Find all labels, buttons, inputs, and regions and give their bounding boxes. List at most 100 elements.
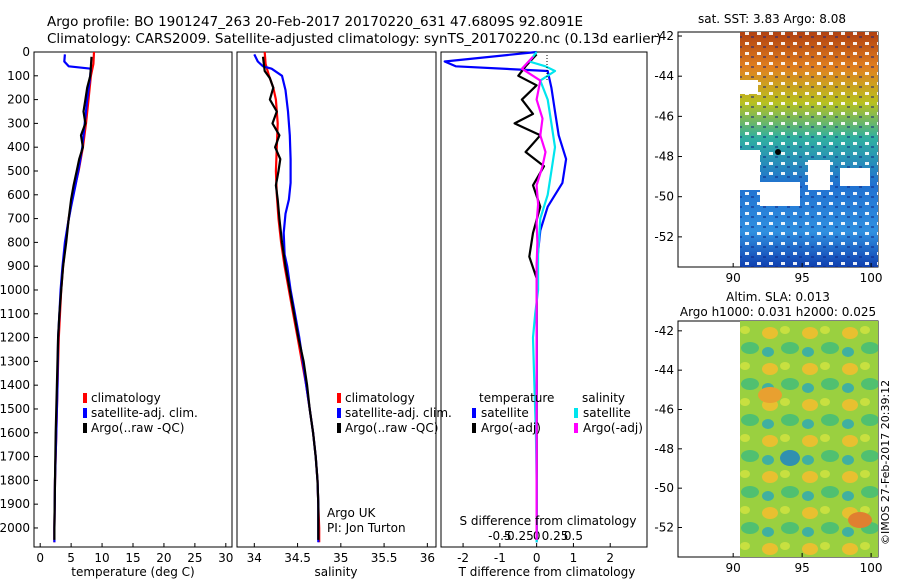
temperature-xlabel: temperature (deg C) [71,565,194,579]
series-line-temperature-argo-adj- [513,53,546,540]
x-tick-label: 5 [67,551,75,565]
y-tick-label: 1500 [0,402,30,416]
y-tick-label: 200 [7,93,30,107]
header-line-2: Climatology: CARS2009. Satellite-adjuste… [47,31,661,47]
argo-position-marker [775,149,781,155]
imos-credit: ©IMOS 27-Feb-2017 20:39:12 [879,380,892,545]
header-line-1: Argo profile: BO 1901247_263 20-Feb-2017… [47,14,583,30]
t-difference-x-axis: -2 -1 0 1 2 [457,543,614,565]
x-tick-label: 34 [247,551,262,565]
sst-map-title: sat. SST: 3.83 Argo: 8.08 [698,12,846,26]
s-difference-label: S difference from climatology [460,514,637,528]
x-tick-label: 0 [36,551,44,565]
argo-uk-label: Argo UK [327,506,376,520]
x-tick-label: 20 [156,551,171,565]
sst-cloud-gap [840,168,870,186]
x-tick-label: 1 [570,551,578,565]
series-line-salinity-argo-adj- [520,56,547,540]
y-tick-label: 400 [7,140,30,154]
legend-label-satellite: satellite-adj. clim. [91,406,198,420]
map-y-tick-label: -42 [654,29,674,43]
x-tick-label: 2 [606,551,614,565]
legend-swatch-satellite [83,408,87,418]
y-tick-label: 300 [7,116,30,130]
legend-label-temp-argo: Argo(-adj) [481,421,541,435]
legend-label-argo: Argo(..raw -QC) [345,421,438,435]
y-tick-label: 900 [7,259,30,273]
map-y-tick-label: -48 [654,442,674,456]
legend-swatch-sal-satellite [574,408,578,418]
legend-swatch-argo [83,423,87,433]
y-tick-label: 1000 [0,283,30,297]
sst-cloud-gap [760,182,800,206]
y-tick-label: 800 [7,235,30,249]
map-y-tick-label: -50 [654,481,674,495]
map-y-tick-label: -44 [654,363,674,377]
temperature-panel: 0100200300400500600700800900100011001200… [0,45,233,579]
legend-swatch-climatology [337,393,341,403]
depth-axis: 0 100 200 300 400 500 600 700 800 900 1000 1100 1200… [0,45,38,535]
legend-header-salinity: salinity [582,391,625,405]
map-y-tick-label: -50 [654,190,674,204]
temperature-x-axis: 0 5 10 15 20 25 30 [36,543,233,565]
series-line-argo-raw-qc- [53,56,93,540]
x-tick-label: 36 [420,551,435,565]
salinity-x-axis: 34 34.5 35 35.5 36 [247,543,435,565]
legend-label-sal-argo: Argo(-adj) [583,421,643,435]
map-y-tick-label: -46 [654,403,674,417]
salinity-legend: climatology satellite-adj. clim. Argo(..… [337,391,452,435]
legend-label-climatology: climatology [345,391,415,405]
sst-cloud-gap [808,160,830,190]
legend-swatch-argo [337,423,341,433]
x-tick-label: 34.5 [284,551,311,565]
y-tick-label: 100 [7,69,30,83]
y-tick-label: 700 [7,212,30,226]
legend-header-temperature: temperature [479,391,554,405]
y-tick-label: 1800 [0,473,30,487]
y-tick-label: 600 [7,188,30,202]
sla-high-anomaly [848,512,872,528]
difference-legend: temperature salinity satellite Argo(-adj… [472,391,643,435]
difference-lines [443,50,568,543]
y-tick-label: 2000 [0,521,30,535]
map-y-tick-label: -52 [654,521,674,535]
temperature-axes-frame [33,51,233,548]
s-tick-label: 0.5 [564,529,583,543]
x-tick-label: 25 [187,551,202,565]
salinity-panel: 34 34.5 35 35.5 36 salinity climatology sate… [236,51,452,579]
y-tick-label: 1400 [0,378,30,392]
salinity-axes-frame [236,51,437,548]
s-tick-label: -0.25 [503,529,534,543]
sst-map-axes: 90 95 100 -42 -44 -46 -48 -50 -52 [654,29,882,285]
s-tick-label: 0.25 [542,529,569,543]
x-tick-label: 0 [533,551,541,565]
map-x-tick-label: 90 [726,561,741,575]
s-tick-label: -0.5 [488,529,511,543]
y-tick-label: 1700 [0,450,30,464]
sla-map-title-2: Argo h1000: 0.031 h2000: 0.025 [680,305,876,319]
map-y-tick-label: -48 [654,150,674,164]
difference-axes-frame [440,51,648,548]
temperature-legend: climatology satellite-adj. clim. Argo(..… [83,391,198,435]
sla-high-anomaly [758,387,782,403]
y-tick-label: 500 [7,164,30,178]
legend-swatch-temp-satellite [472,408,476,418]
sst-cloud-gap [740,150,760,190]
legend-swatch-satellite [337,408,341,418]
series-line-argo-raw-qc- [261,56,320,540]
map-x-tick-label: 90 [726,271,741,285]
x-tick-label: -1 [494,551,506,565]
sla-low-anomaly [780,450,800,466]
x-tick-label: 35.5 [371,551,398,565]
sst-field-gaps [740,32,878,267]
difference-panel: -2 -1 0 1 2 -0.5-0.25 0 0.250.5 T difference f… [440,50,648,579]
temperature-lines [53,51,96,543]
sst-cloud-gap [740,80,758,94]
x-tick-label: -2 [457,551,469,565]
series-line-satellite-adj-clim- [253,53,320,543]
map-x-tick-label: 100 [860,561,883,575]
salinity-lines [253,51,321,543]
map-y-tick-label: -52 [654,230,674,244]
